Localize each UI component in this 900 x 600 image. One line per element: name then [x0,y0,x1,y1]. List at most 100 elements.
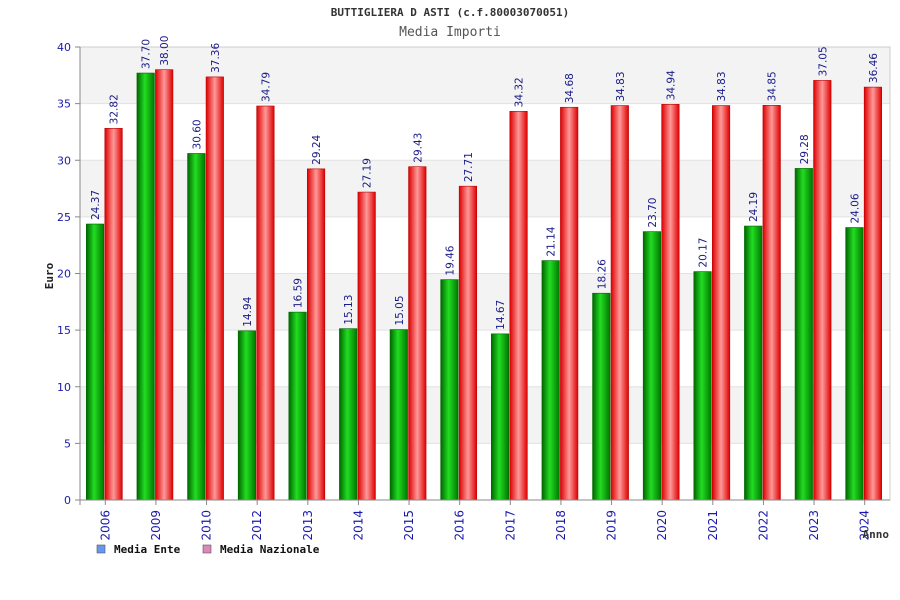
data-label: 34.79 [260,72,272,102]
data-label: 20.17 [698,238,710,268]
x-tick-label: 2021 [706,510,720,541]
legend-label-media-nazionale: Media Nazionale [220,543,320,556]
x-tick-label: 2014 [351,510,365,541]
data-label: 29.28 [799,134,811,164]
data-label: 36.46 [868,53,880,83]
data-label: 37.36 [210,43,222,73]
data-label: 14.67 [495,300,507,330]
bar-media-nazionale [661,104,680,501]
y-tick-label: 0 [64,494,71,507]
data-label: 24.19 [748,192,760,222]
x-tick-label: 2015 [402,510,416,541]
x-tick-label: 2018 [554,510,568,541]
data-label: 29.43 [412,133,424,163]
legend-swatch-media-ente [96,544,106,554]
bar-media-nazionale [155,69,174,501]
data-label: 27.71 [463,152,475,182]
y-tick-label: 35 [57,98,71,111]
y-tick-label: 40 [57,41,71,54]
bar-media-ente [592,292,611,501]
y-tick-label: 15 [57,324,71,337]
bar-media-ente [491,333,510,501]
x-tick-label: 2023 [807,510,821,541]
bar-media-ente [86,223,105,501]
data-label: 19.46 [444,245,456,275]
legend: Media Ente Media Nazionale [96,543,320,556]
bar-media-nazionale [256,105,275,501]
bar-media-nazionale [509,111,528,501]
x-tick-label: 2022 [756,510,770,541]
data-label: 34.32 [514,77,526,107]
y-tick-label: 20 [57,268,71,281]
x-tick-label: 2020 [655,510,669,541]
bar-media-nazionale [863,86,882,501]
bar-media-ente [136,72,155,501]
data-label: 34.83 [716,71,728,101]
data-label: 34.68 [564,73,576,103]
bar-media-nazionale [307,168,326,501]
data-label: 34.94 [665,70,677,100]
data-label: 16.59 [293,278,305,308]
y-tick-label: 25 [57,211,71,224]
data-label: 37.70 [141,39,153,69]
data-label: 14.94 [242,296,254,326]
bar-media-nazionale [610,105,629,501]
bar-media-ente [187,153,206,501]
data-label: 21.14 [546,226,558,256]
legend-label-media-ente: Media Ente [114,543,181,556]
data-label: 15.05 [394,295,406,325]
bar-media-nazionale [408,166,427,501]
bar-media-nazionale [104,128,123,501]
data-label: 18.26 [596,259,608,289]
data-label: 38.00 [159,36,171,66]
y-tick-label: 10 [57,381,71,394]
bar-media-ente [339,328,358,501]
bar-media-ente [389,329,408,501]
x-tick-label: 2009 [149,510,163,541]
data-label: 27.19 [362,158,374,188]
bar-media-ente [794,168,813,501]
data-label: 24.06 [849,193,861,223]
bar-media-nazionale [813,80,832,501]
x-tick-label: 2006 [98,510,112,541]
bar-media-nazionale [762,105,781,501]
bar-media-nazionale [205,76,224,501]
data-label: 29.24 [311,134,323,164]
x-tick-label: 2017 [503,510,517,541]
data-label: 34.83 [615,71,627,101]
data-label: 24.37 [90,190,102,220]
y-tick-label: 30 [57,154,71,167]
legend-swatch-media-nazionale [202,544,212,554]
data-label: 34.85 [767,71,779,101]
bar-media-ente [440,279,459,501]
data-label: 32.82 [109,94,121,124]
data-label: 23.70 [647,198,659,228]
bar-media-nazionale [357,191,376,501]
bar-media-nazionale [560,106,579,501]
data-label: 30.60 [191,119,203,149]
data-label: 15.13 [343,295,355,325]
y-tick-label: 5 [64,437,71,450]
x-tick-label: 2024 [858,510,872,541]
x-tick-label: 2019 [605,510,619,541]
x-tick-label: 2012 [250,510,264,541]
bar-media-nazionale [712,105,731,501]
bar-media-ente [541,260,560,501]
bar-media-ente [642,231,661,501]
bar-media-ente [693,271,712,501]
chart-title: BUTTIGLIERA D ASTI (c.f.80003070051) [330,6,570,19]
bar-media-ente [237,330,256,501]
x-tick-label: 2010 [200,510,214,541]
chart-subtitle: Media Importi [399,25,501,40]
y-axis-title: Euro [43,262,56,289]
x-tick-label: 2016 [453,510,467,541]
bar-media-ente [845,227,864,501]
bar-media-ente [744,225,763,501]
x-axis-title: Anno [863,528,890,541]
bar-media-ente [288,311,307,501]
bar-media-nazionale [458,185,477,501]
x-tick-label: 2013 [301,510,315,541]
data-label: 37.05 [817,46,829,76]
